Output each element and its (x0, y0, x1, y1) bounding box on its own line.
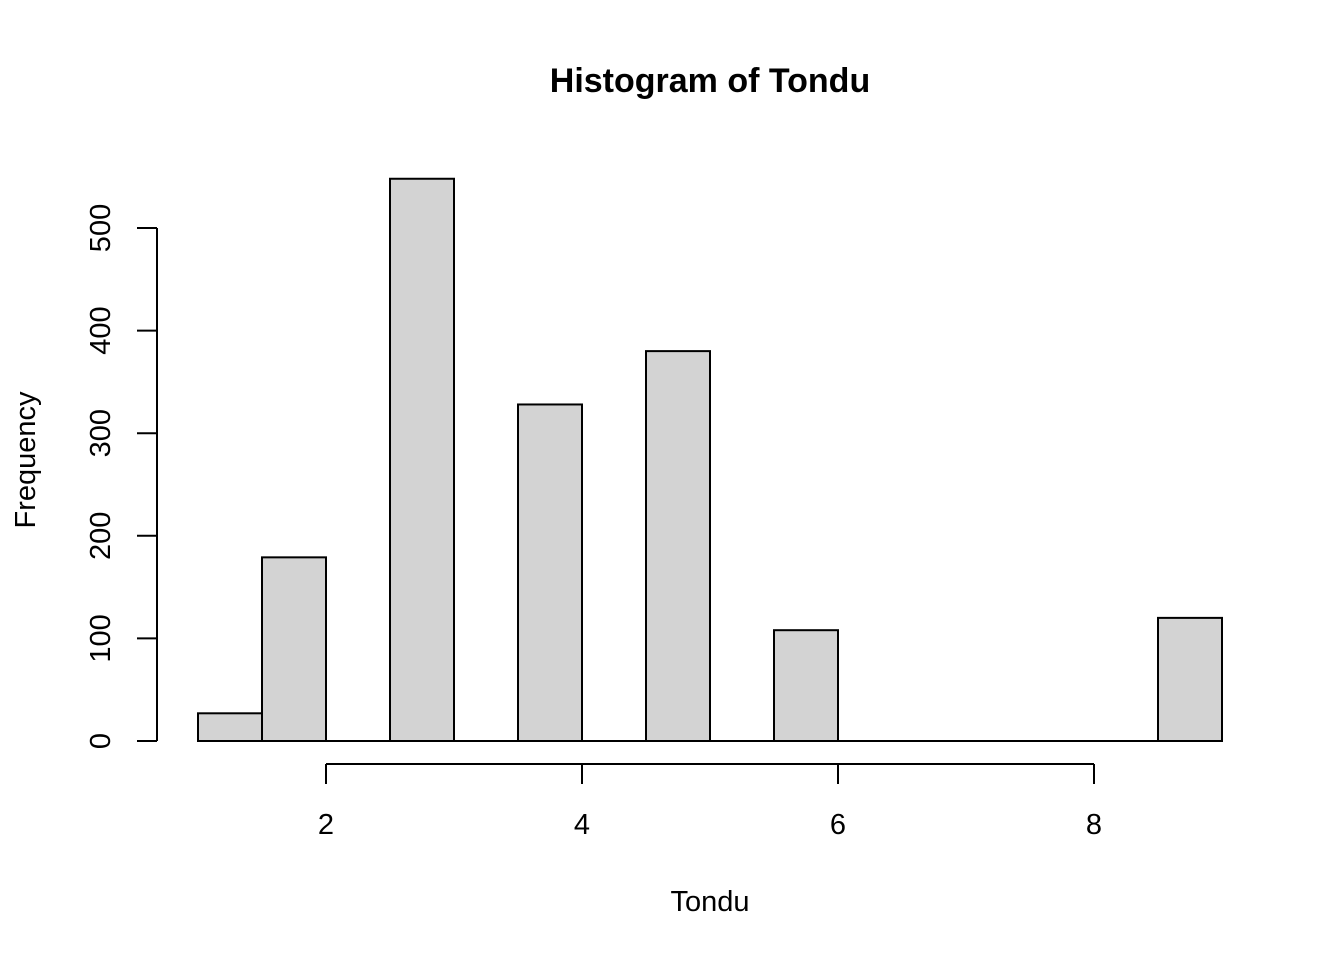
x-axis: 2 4 6 8 (318, 763, 1102, 841)
histogram-bar (773, 629, 839, 743)
y-axis-label: Frequency (10, 391, 42, 529)
x-tick-label: 4 (574, 809, 590, 841)
chart-title: Histogram of Tondu (550, 62, 870, 100)
histogram-bar (517, 403, 583, 742)
histogram-bar (261, 556, 327, 743)
x-tick-label: 8 (1086, 809, 1102, 841)
y-tick-label: 300 (85, 409, 117, 457)
histogram-bar (197, 712, 263, 742)
x-tick-label: 2 (318, 809, 334, 841)
y-tick-label: 200 (85, 512, 117, 560)
histogram-bar (1157, 616, 1223, 743)
bars-group (197, 177, 1223, 743)
y-tick-label: 100 (85, 614, 117, 662)
x-axis-label: Tondu (670, 886, 749, 918)
y-tick-label: 500 (85, 204, 117, 252)
y-axis: 0 100 200 300 400 500 (85, 204, 158, 749)
histogram-bar (645, 350, 711, 742)
histogram-bar (389, 177, 455, 742)
y-tick-label: 0 (85, 733, 117, 749)
x-tick-label: 6 (830, 809, 846, 841)
y-tick-label: 400 (85, 306, 117, 354)
